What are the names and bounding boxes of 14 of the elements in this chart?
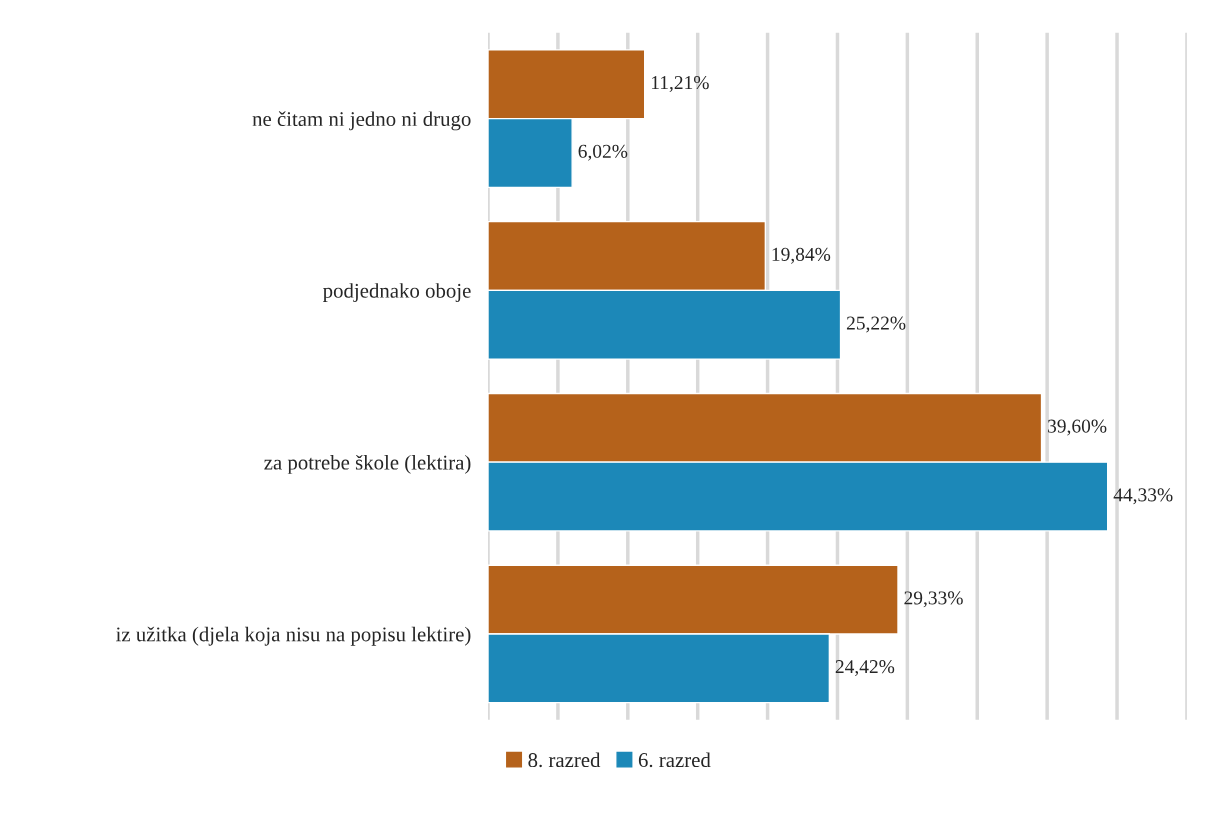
data-label: 25,22% xyxy=(846,316,906,333)
legend-label: 6. razred xyxy=(638,752,711,768)
y-tick-label: ne čitam ni jedno ni drugo xyxy=(252,111,471,131)
data-label: 29,33% xyxy=(904,591,963,608)
y-tick-label: za potrebe škole (lektira) xyxy=(264,454,471,474)
y-tick-label: iz užitka (djela koja nisu na popisu lektire) xyxy=(115,626,471,646)
data-label: 39,60% xyxy=(1048,419,1107,436)
data-label: 44,33% xyxy=(1113,488,1173,505)
data-label: 24,42% xyxy=(835,660,895,676)
data-label: 19,84% xyxy=(772,247,831,264)
legend-label: 8. razred xyxy=(528,752,601,768)
data-label: 11,21% xyxy=(651,76,709,92)
y-tick-label: podjednako oboje xyxy=(323,283,471,303)
data-label: 6,02% xyxy=(578,144,628,161)
